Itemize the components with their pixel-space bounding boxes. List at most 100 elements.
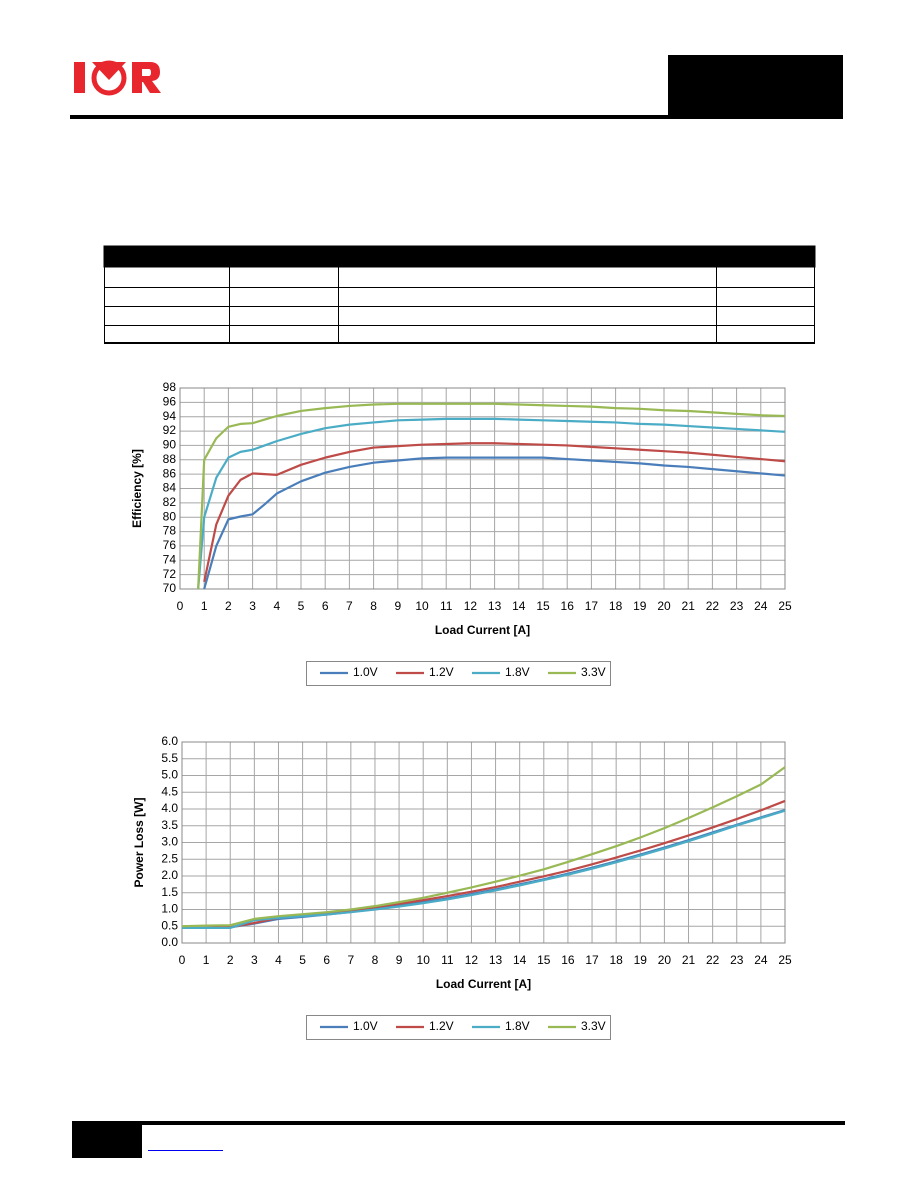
x-tick-label: 19 (633, 599, 647, 613)
x-tick-label: 7 (346, 599, 353, 613)
x-tick-label: 0 (177, 599, 184, 613)
y-tick-label: 1.5 (161, 885, 178, 899)
x-tick-label: 9 (394, 599, 401, 613)
y-tick-label: 3.5 (161, 818, 178, 832)
x-tick-label: 12 (465, 953, 479, 967)
y-tick-label: 4.0 (161, 801, 178, 815)
plot-border (181, 741, 786, 944)
logo-i (74, 62, 85, 93)
x-tick-label: 14 (513, 953, 527, 967)
x-tick-label: 22 (706, 953, 720, 967)
y-tick-label: 90 (163, 438, 177, 452)
series-line (181, 766, 786, 928)
y-tick-label: 84 (163, 481, 177, 495)
x-tick-label: 25 (778, 953, 792, 967)
y-tick-label: 0.0 (161, 935, 178, 949)
y-tick-label: 72 (163, 567, 177, 581)
x-tick-label: 6 (323, 953, 330, 967)
y-tick-label: 96 (163, 395, 177, 409)
x-tick-label: 17 (585, 953, 599, 967)
x-tick-label: 22 (706, 599, 720, 613)
series-line (197, 417, 786, 590)
x-tick-label: 16 (561, 953, 575, 967)
x-tick-label: 25 (778, 599, 792, 613)
x-tick-label: 11 (441, 953, 454, 967)
logo (74, 60, 161, 96)
footer-rule (72, 1121, 845, 1125)
y-tick-label: 0.5 (161, 918, 178, 932)
y-tick-label: 5.0 (161, 768, 178, 782)
y-tick-label: 88 (163, 452, 177, 466)
x-tick-label: 23 (730, 953, 744, 967)
x-tick-label: 23 (730, 599, 744, 613)
y-tick-label: 78 (163, 524, 177, 538)
x-tick-label: 8 (370, 599, 377, 613)
x-tick-label: 19 (634, 953, 648, 967)
legend-label: 1.0V (353, 665, 378, 679)
x-tick-label: 15 (536, 599, 550, 613)
x-tick-label: 16 (561, 599, 575, 613)
x-tick-label: 3 (249, 599, 256, 613)
x-tick-label: 6 (322, 599, 329, 613)
footer-box (72, 1121, 142, 1158)
y-tick-label: 98 (163, 380, 177, 394)
table-header (103, 245, 816, 268)
x-tick-label: 17 (585, 599, 599, 613)
x-tick-label: 4 (273, 599, 280, 613)
y-tick-label: 92 (163, 423, 177, 437)
legend-label: 1.0V (353, 1019, 378, 1033)
table (103, 245, 816, 344)
x-tick-label: 20 (657, 599, 671, 613)
y-tick-label: 1.0 (161, 902, 178, 916)
x-tick-label: 15 (537, 953, 551, 967)
y-tick-label: 2.0 (161, 868, 178, 882)
y-tick-label: 2.5 (161, 851, 178, 865)
x-tick-label: 18 (609, 953, 623, 967)
x-tick-label: 1 (203, 953, 210, 967)
legend-label: 1.8V (505, 665, 530, 679)
y-axis-label: Power Loss [W] (132, 797, 146, 887)
legend-label: 1.2V (429, 1019, 454, 1033)
y-tick-label: 6.0 (161, 734, 178, 748)
y-tick-label: 5.5 (161, 751, 178, 765)
y-tick-label: 94 (163, 409, 177, 423)
legend-label: 1.2V (429, 665, 454, 679)
x-tick-label: 20 (658, 953, 672, 967)
x-tick-label: 4 (275, 953, 282, 967)
series-line (182, 809, 786, 930)
y-tick-label: 4.5 (161, 784, 178, 798)
x-axis-label: Load Current [A] (436, 977, 531, 991)
header-box (668, 55, 843, 117)
series-line (203, 456, 786, 590)
x-tick-label: 7 (347, 953, 354, 967)
x-tick-label: 9 (396, 953, 403, 967)
y-tick-label: 80 (163, 509, 177, 523)
y-axis-label: Efficiency [%] (130, 449, 144, 528)
x-tick-label: 13 (489, 953, 503, 967)
y-tick-label: 82 (163, 495, 177, 509)
logo-r (132, 62, 161, 93)
y-tick-label: 74 (163, 552, 177, 566)
x-tick-label: 24 (754, 599, 768, 613)
x-tick-label: 21 (682, 599, 696, 613)
x-tick-label: 21 (682, 953, 696, 967)
x-tick-label: 11 (440, 599, 453, 613)
x-axis-label: Load Current [A] (435, 623, 530, 637)
series-line (203, 442, 786, 583)
x-tick-label: 5 (298, 599, 305, 613)
x-tick-label: 1 (201, 599, 208, 613)
y-tick-label: 86 (163, 466, 177, 480)
x-tick-label: 18 (609, 599, 623, 613)
y-tick-label: 76 (163, 538, 177, 552)
x-tick-label: 5 (299, 953, 306, 967)
legend-label: 3.3V (581, 665, 606, 679)
x-tick-label: 2 (225, 599, 232, 613)
series-line (197, 402, 786, 590)
legend-label: 1.8V (505, 1019, 530, 1033)
y-tick-label: 70 (163, 581, 177, 595)
x-tick-label: 8 (372, 953, 379, 967)
x-tick-label: 3 (251, 953, 258, 967)
header-rule (70, 115, 843, 119)
